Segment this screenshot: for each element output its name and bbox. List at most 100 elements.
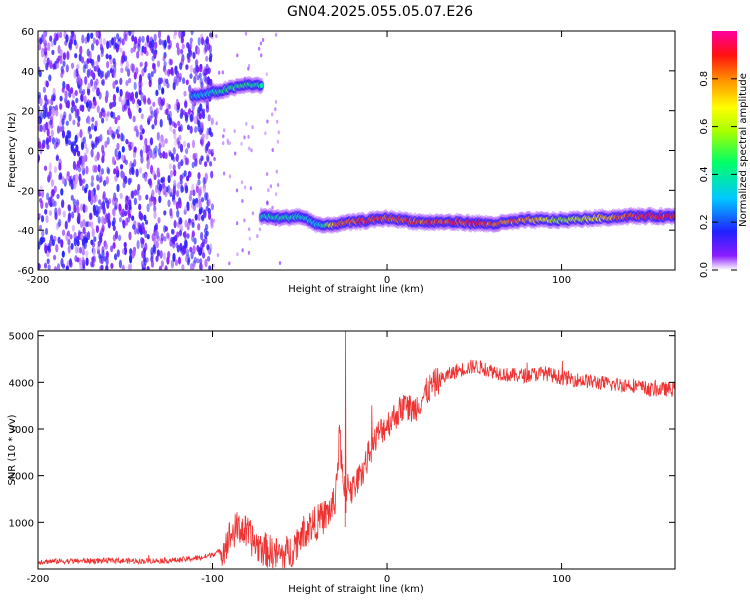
y-tick-label: -40 xyxy=(18,226,34,237)
noise-cell xyxy=(256,234,259,239)
noise-cell xyxy=(100,79,105,86)
noise-cell xyxy=(139,61,143,68)
y-tick-label: 2000 xyxy=(9,472,34,483)
noise-cell xyxy=(109,68,113,74)
noise-cell xyxy=(53,254,57,261)
noise-cell xyxy=(93,99,97,106)
noise-cell xyxy=(136,188,140,196)
noise-cell xyxy=(143,46,147,55)
noise-cell xyxy=(202,187,206,193)
noise-cell xyxy=(74,134,78,144)
noise-cell xyxy=(122,50,126,58)
noise-cell xyxy=(159,118,163,128)
noise-cell xyxy=(163,60,167,67)
noise-cell xyxy=(61,86,65,93)
noise-cell xyxy=(135,168,139,177)
noise-cell xyxy=(151,39,155,48)
noise-cell xyxy=(42,35,46,45)
noise-cell xyxy=(180,48,184,55)
x-tick-label: -100 xyxy=(201,275,224,286)
noise-cell xyxy=(115,86,120,94)
noise-cell xyxy=(96,184,100,191)
noise-cell xyxy=(105,176,109,185)
noise-cell xyxy=(223,128,226,133)
noise-cell xyxy=(39,111,44,121)
noise-cell xyxy=(178,229,182,237)
noise-cell xyxy=(134,125,138,132)
noise-cell xyxy=(57,207,62,216)
noise-cell xyxy=(50,40,54,47)
y-tick-label: -60 xyxy=(18,266,34,277)
noise-cell xyxy=(276,183,280,187)
noise-cell xyxy=(170,228,175,235)
noise-cell xyxy=(88,189,92,199)
noise-cell xyxy=(46,251,50,258)
noise-cell xyxy=(80,165,84,172)
noise-cell xyxy=(186,142,191,149)
noise-cell xyxy=(156,131,160,141)
noise-cell xyxy=(222,141,225,146)
noise-cell xyxy=(119,77,123,86)
noise-cell xyxy=(111,102,115,108)
noise-cell xyxy=(61,229,66,236)
noise-cell xyxy=(151,169,156,177)
noise-cell xyxy=(93,125,97,132)
noise-cell xyxy=(199,258,203,265)
noise-cell xyxy=(82,226,86,235)
noise-cell xyxy=(209,161,213,167)
noise-cell xyxy=(180,158,184,166)
noise-cell xyxy=(186,205,190,212)
noise-cell xyxy=(73,69,77,79)
colorbar-tick-label: 0.0 xyxy=(699,262,710,278)
noise-cell xyxy=(265,72,268,77)
noise-cell xyxy=(271,148,274,152)
noise-cell xyxy=(155,240,159,249)
noise-cell xyxy=(194,158,198,168)
noise-cell xyxy=(189,114,193,123)
noise-cell xyxy=(143,214,147,221)
noise-cell xyxy=(142,173,146,179)
noise-cell xyxy=(184,157,188,166)
noise-cell xyxy=(59,31,63,39)
noise-cell xyxy=(47,264,51,270)
spectrogram-ylabel: Frequency (Hz) xyxy=(7,112,18,188)
y-tick-label: 40 xyxy=(21,67,34,78)
noise-cell xyxy=(90,32,94,39)
noise-cell xyxy=(198,158,202,165)
noise-cell xyxy=(77,165,82,173)
noise-cell xyxy=(202,252,206,259)
noise-cell xyxy=(52,87,56,96)
noise-cell xyxy=(185,79,189,86)
ridge-core xyxy=(672,213,675,219)
noise-cell xyxy=(72,198,76,207)
noise-cell xyxy=(92,247,96,257)
noise-cell xyxy=(49,196,53,205)
noise-cell xyxy=(83,241,87,250)
noise-cell xyxy=(114,79,118,85)
noise-cell xyxy=(208,55,212,63)
noise-cell xyxy=(63,111,67,119)
noise-cell xyxy=(251,125,254,130)
snr-panel: -200 -100 0 100 1000 2000 3000 4000 5000 Height … xyxy=(7,330,676,595)
noise-cell xyxy=(144,137,148,147)
noise-cell xyxy=(115,129,119,135)
noise-cell xyxy=(138,167,143,174)
noise-cell xyxy=(188,194,192,202)
noise-cell xyxy=(116,33,120,40)
noise-cell xyxy=(45,80,49,88)
noise-cell xyxy=(142,144,146,153)
noise-cell xyxy=(56,32,60,41)
noise-cell xyxy=(112,242,116,250)
noise-cell xyxy=(243,218,246,223)
noise-cell xyxy=(103,179,107,187)
noise-cell xyxy=(169,188,173,194)
noise-cell xyxy=(251,211,255,216)
noise-cell xyxy=(167,199,171,208)
noise-cell xyxy=(189,190,193,196)
noise-cell xyxy=(101,70,105,78)
noise-cell xyxy=(113,168,117,175)
noise-cell xyxy=(154,222,159,231)
noise-cell xyxy=(92,37,96,44)
noise-cell xyxy=(236,53,239,58)
colorbar-label: Normalized spectral amplitude xyxy=(738,73,749,227)
